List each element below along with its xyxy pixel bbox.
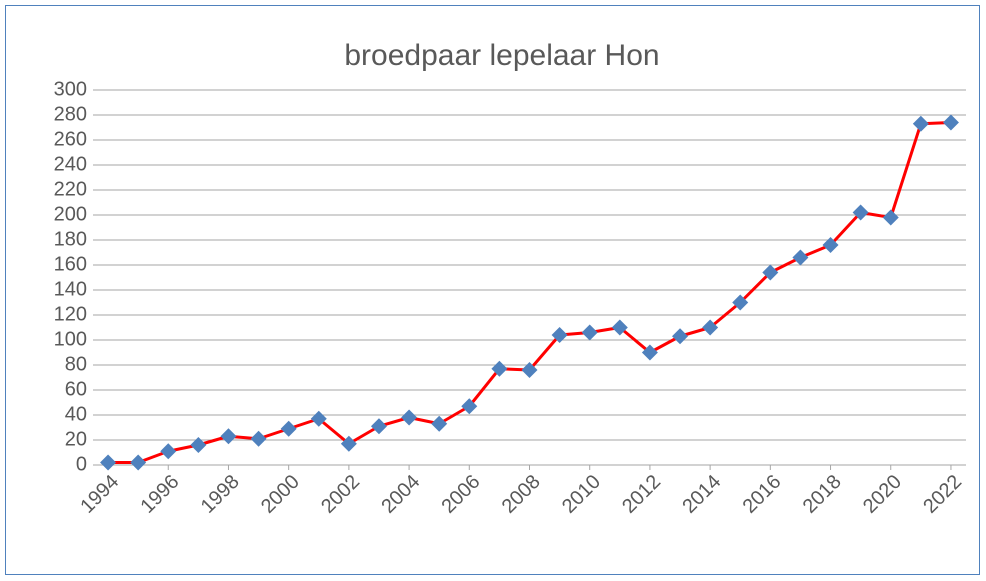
marker	[551, 327, 568, 343]
y-tick-label: 100	[54, 328, 87, 350]
marker	[310, 410, 327, 427]
marker	[160, 443, 177, 460]
marker	[431, 415, 448, 432]
y-tick-label: 240	[54, 153, 87, 175]
y-tick-label: 180	[54, 228, 87, 250]
marker	[852, 204, 869, 221]
y-tick-label: 20	[65, 428, 87, 450]
y-tick-label: 260	[54, 128, 87, 150]
marker	[370, 418, 387, 435]
marker	[190, 437, 207, 453]
marker	[792, 249, 809, 266]
y-tick-label: 280	[54, 103, 87, 125]
marker	[762, 264, 779, 281]
marker	[491, 360, 508, 377]
marker	[521, 362, 538, 378]
y-tick-label: 220	[54, 178, 87, 200]
y-tick-label: 0	[76, 453, 87, 475]
marker	[641, 344, 658, 361]
marker	[401, 409, 418, 426]
y-tick-label: 300	[54, 78, 87, 100]
marker	[581, 324, 598, 341]
marker	[100, 454, 117, 471]
marker	[130, 454, 147, 471]
y-tick-label: 80	[65, 353, 87, 375]
marker	[912, 115, 929, 132]
y-tick-label: 200	[54, 203, 87, 225]
marker	[340, 435, 357, 452]
chart-title: broedpaar lepelaar Hon	[344, 39, 659, 72]
marker	[250, 430, 267, 447]
marker	[280, 420, 297, 437]
y-tick-label: 60	[65, 378, 87, 400]
marker	[822, 237, 839, 253]
y-tick-label: 160	[54, 253, 87, 275]
y-tick-label: 40	[65, 403, 87, 425]
marker	[882, 209, 899, 226]
marker	[461, 398, 478, 415]
marker	[611, 319, 628, 336]
marker	[732, 294, 749, 311]
marker	[220, 428, 237, 445]
marker	[672, 328, 689, 345]
marker	[942, 114, 959, 131]
y-tick-label: 140	[54, 278, 87, 300]
marker	[702, 319, 719, 336]
y-tick-label: 120	[54, 303, 87, 325]
